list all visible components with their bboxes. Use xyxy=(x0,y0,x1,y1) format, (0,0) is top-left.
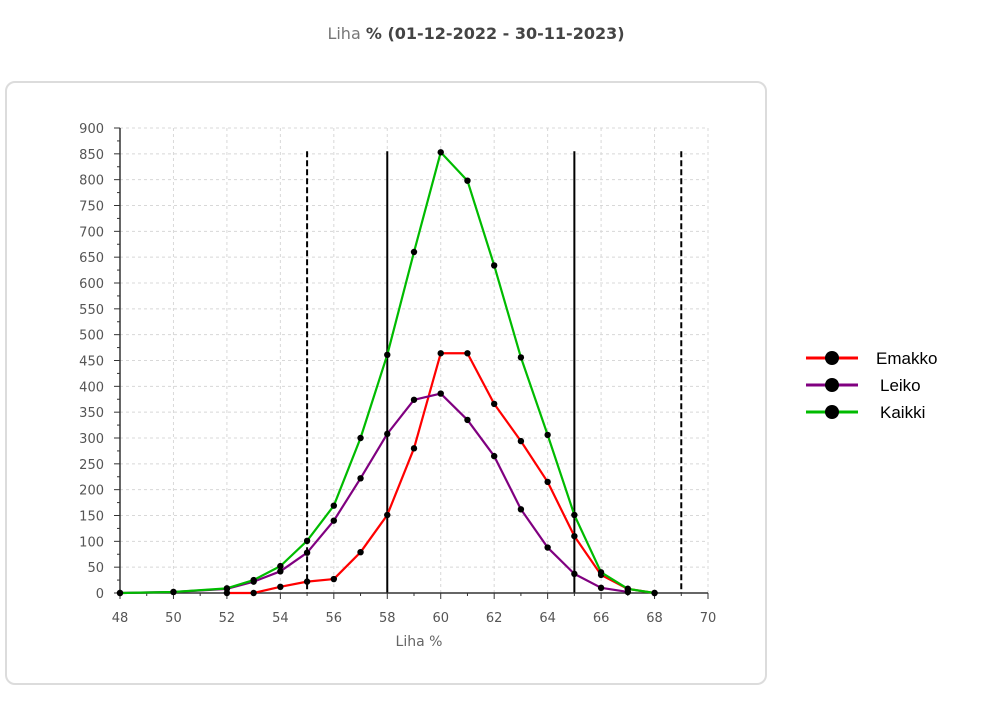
data-point xyxy=(303,549,311,556)
data-point xyxy=(490,262,498,269)
data-point xyxy=(544,478,551,486)
data-point xyxy=(490,400,498,408)
y-tick-label: 650 xyxy=(79,251,104,266)
y-tick-label: 100 xyxy=(79,535,104,550)
data-point xyxy=(357,475,364,482)
data-point xyxy=(410,396,418,403)
y-tick-label: 150 xyxy=(79,510,104,525)
legend-label: Emakko xyxy=(876,349,937,368)
chart-panel xyxy=(5,81,767,685)
data-point xyxy=(330,575,338,583)
data-point xyxy=(384,351,391,359)
data-point xyxy=(597,584,605,592)
data-point xyxy=(277,568,284,575)
data-point xyxy=(384,430,391,438)
data-point xyxy=(116,589,124,597)
y-tick-label: 900 xyxy=(79,122,104,137)
y-tick-label: 400 xyxy=(79,380,104,395)
x-tick-label: 54 xyxy=(272,611,289,626)
data-point xyxy=(410,445,418,452)
data-point xyxy=(571,532,578,540)
y-tick-label: 550 xyxy=(79,303,104,318)
data-point xyxy=(223,585,231,592)
y-tick-label: 200 xyxy=(79,484,104,499)
y-tick-label: 250 xyxy=(79,458,104,473)
data-point xyxy=(277,562,284,570)
data-point xyxy=(517,437,525,445)
legend-item-emakko: Emakko xyxy=(806,349,937,368)
data-point xyxy=(544,544,551,551)
x-tick-label: 50 xyxy=(165,611,182,626)
y-tick-label: 500 xyxy=(79,329,104,344)
y-tick-label: 450 xyxy=(79,355,104,370)
x-tick-label: 56 xyxy=(326,611,343,626)
y-tick-label: 850 xyxy=(79,148,104,163)
y-tick-label: 350 xyxy=(79,406,104,421)
data-point xyxy=(464,416,471,424)
legend-label: Kaikki xyxy=(880,403,925,422)
chart-title-rest: % (01-12-2022 - 30-11-2023) xyxy=(365,24,625,43)
y-tick-label: 700 xyxy=(79,225,104,240)
series-line xyxy=(119,392,628,595)
x-tick-label: 60 xyxy=(432,611,449,626)
data-point xyxy=(277,583,284,590)
data-point xyxy=(517,354,525,361)
data-point xyxy=(597,569,605,576)
data-point xyxy=(571,570,578,578)
x-tick-label: 52 xyxy=(219,611,236,626)
x-axis-title: Liha % xyxy=(396,634,443,650)
data-point xyxy=(571,511,578,519)
x-tick-label: 68 xyxy=(646,611,663,626)
data-point xyxy=(357,548,364,556)
data-point xyxy=(410,248,418,256)
data-point xyxy=(330,502,338,509)
data-point xyxy=(357,434,364,442)
data-point xyxy=(437,390,444,397)
x-tick-label: 48 xyxy=(112,611,129,626)
data-point xyxy=(464,177,471,184)
x-tick-label: 70 xyxy=(700,611,717,626)
data-point xyxy=(250,576,257,584)
data-point xyxy=(303,578,311,585)
legend-item-kaikki: Kaikki xyxy=(806,403,925,422)
y-tick-label: 50 xyxy=(87,561,104,576)
x-tick-label: 66 xyxy=(593,611,610,626)
legend-marker-icon xyxy=(825,351,839,365)
data-point xyxy=(490,452,498,460)
data-point xyxy=(544,431,551,439)
data-point xyxy=(330,517,338,524)
data-point xyxy=(464,350,471,357)
data-point xyxy=(517,506,525,513)
y-tick-label: 750 xyxy=(79,200,104,215)
data-point xyxy=(624,585,632,593)
chart-title: Liha % (01-12-2022 - 30-11-2023) xyxy=(0,24,952,43)
x-tick-label: 62 xyxy=(486,611,503,626)
y-tick-label: 600 xyxy=(79,277,104,292)
data-point xyxy=(651,589,658,597)
legend-item-leiko: Leiko xyxy=(806,376,921,395)
legend-marker-icon xyxy=(825,405,839,419)
legend-label: Leiko xyxy=(880,376,921,395)
data-point xyxy=(250,589,257,597)
data-point xyxy=(437,149,444,156)
x-tick-label: 58 xyxy=(379,611,396,626)
data-point xyxy=(170,588,177,596)
x-tick-label: 64 xyxy=(539,611,556,626)
series-kaikki xyxy=(116,149,658,597)
data-point xyxy=(437,350,444,357)
y-tick-label: 0 xyxy=(96,587,104,602)
y-tick-label: 800 xyxy=(79,174,104,189)
data-point xyxy=(384,511,391,519)
y-tick-label: 300 xyxy=(79,432,104,447)
chart-title-prefix: Liha xyxy=(327,24,361,43)
legend-marker-icon xyxy=(825,378,839,392)
data-point xyxy=(303,537,311,545)
